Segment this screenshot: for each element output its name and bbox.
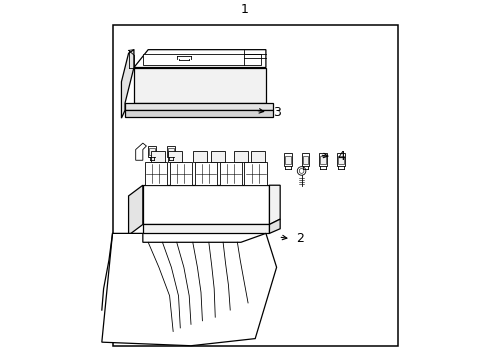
Bar (167, 148, 173, 155)
Bar (233, 151, 247, 162)
Bar (319, 153, 326, 166)
Bar (192, 151, 206, 162)
Bar (284, 156, 290, 164)
Bar (169, 162, 191, 185)
Polygon shape (142, 54, 260, 65)
Polygon shape (269, 185, 280, 224)
Bar (337, 153, 345, 166)
Bar (149, 148, 155, 155)
Bar (302, 156, 308, 164)
Circle shape (299, 168, 304, 173)
Bar (166, 146, 174, 157)
Polygon shape (134, 68, 265, 103)
Bar (167, 151, 182, 162)
Polygon shape (136, 143, 146, 160)
Bar (112, 25, 397, 346)
Bar (148, 146, 156, 157)
Bar (194, 162, 216, 185)
Text: 1: 1 (240, 3, 248, 16)
Polygon shape (142, 185, 269, 224)
Polygon shape (142, 224, 269, 233)
Polygon shape (125, 110, 272, 117)
Bar (283, 153, 291, 166)
Text: 4: 4 (337, 150, 345, 163)
Circle shape (297, 167, 305, 175)
Bar (144, 162, 166, 185)
Text: 2: 2 (296, 232, 304, 245)
Polygon shape (102, 233, 276, 346)
Bar (250, 151, 264, 162)
Polygon shape (128, 185, 142, 235)
Polygon shape (269, 219, 280, 233)
Bar (338, 156, 344, 164)
Text: 3: 3 (272, 105, 280, 118)
Bar (210, 151, 224, 162)
Bar (320, 156, 325, 164)
Bar (219, 162, 241, 185)
Bar (244, 162, 266, 185)
Polygon shape (121, 50, 134, 118)
Bar (151, 151, 165, 162)
Polygon shape (125, 103, 272, 110)
Bar (301, 153, 309, 166)
Polygon shape (134, 50, 265, 68)
